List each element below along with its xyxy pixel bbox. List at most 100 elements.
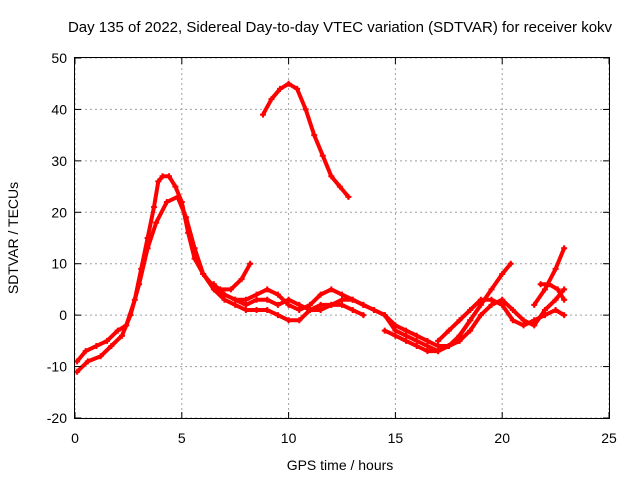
data-point [114,327,121,334]
data-point [191,245,198,252]
data-point [381,327,388,334]
data-point [499,271,506,277]
data-point [371,307,378,313]
data-point [403,327,410,334]
data-point [552,307,559,313]
data-point [456,337,463,344]
y-tick-label: 20 [51,204,67,220]
data-point [277,85,284,92]
data-point [561,296,568,303]
data-point [349,307,356,313]
data-point [413,332,420,339]
x-axis-label: GPS time / hours [287,457,394,473]
data-point [285,317,292,324]
data-point [561,245,568,252]
data-point [531,322,538,329]
data-point [561,286,568,293]
data-point [253,307,260,313]
series-line [75,194,366,374]
series-arc-10 [537,281,568,303]
data-point [155,178,162,185]
data-point [108,343,115,349]
data-point [467,307,474,313]
y-tick-label: 30 [51,153,67,169]
data-point [183,214,190,221]
series-arc-6 [381,286,568,355]
grid [74,57,610,419]
data-point [210,286,217,293]
data-point [319,152,326,159]
data-point [499,296,506,303]
data-point [552,296,559,303]
data-point [456,332,463,339]
data-point [413,337,420,344]
data-point [232,301,239,308]
data-point [268,96,275,103]
series-line [532,246,567,307]
data-point [306,301,313,308]
data-point [445,327,452,334]
data-point [339,296,345,303]
data-point [74,358,81,365]
data-point [328,286,335,293]
data-point [345,193,352,200]
data-point [435,348,442,355]
data-point [445,343,452,349]
data-point [74,368,81,375]
data-point [253,296,260,303]
data-point [499,301,506,308]
data-point [531,317,538,324]
data-point [294,85,301,92]
data-point [546,281,553,288]
data-point [561,312,568,319]
data-point [127,312,134,319]
series-arc-9 [531,245,568,308]
data-point [537,281,544,288]
data-point [435,343,442,349]
y-tick-label: -10 [47,359,67,375]
data-point [264,307,271,313]
data-point [541,307,548,313]
series-line [261,81,351,199]
data-point [118,332,125,339]
data-point [227,286,234,293]
data-point [488,296,495,303]
data-point [274,301,281,308]
series-arc-5 [259,80,352,200]
data-point [172,183,179,190]
data-point [296,307,303,313]
data-point [253,291,260,298]
data-point [232,296,239,303]
data-point [336,183,343,190]
data-point [285,301,292,308]
data-point [174,193,181,200]
y-tick-label: 40 [51,101,67,117]
data-point [302,106,309,113]
data-point [520,322,527,329]
data-point [221,296,228,303]
chart-title: Day 135 of 2022, Sidereal Day-to-day VTE… [68,19,613,36]
data-point [144,245,151,252]
data-point [311,132,318,139]
y-axis-label: SDTVAR / TECUs [5,182,21,294]
data-point [247,260,254,267]
data-point [467,327,474,334]
data-point [317,301,324,308]
data-point [424,348,431,355]
data-point [488,301,495,308]
data-point [467,317,474,324]
data-point [285,296,292,303]
x-tick-label: 20 [494,430,510,446]
data-point [296,317,303,324]
data-point [424,337,431,344]
data-point [509,317,516,324]
data-point [328,173,335,180]
data-point [520,317,527,324]
y-tick-label: 50 [51,50,67,66]
series-line [457,261,513,338]
series-arc-2 [74,193,367,375]
data-point [238,276,245,283]
data-point [477,301,484,308]
data-point [339,291,345,298]
data-point [552,265,559,272]
